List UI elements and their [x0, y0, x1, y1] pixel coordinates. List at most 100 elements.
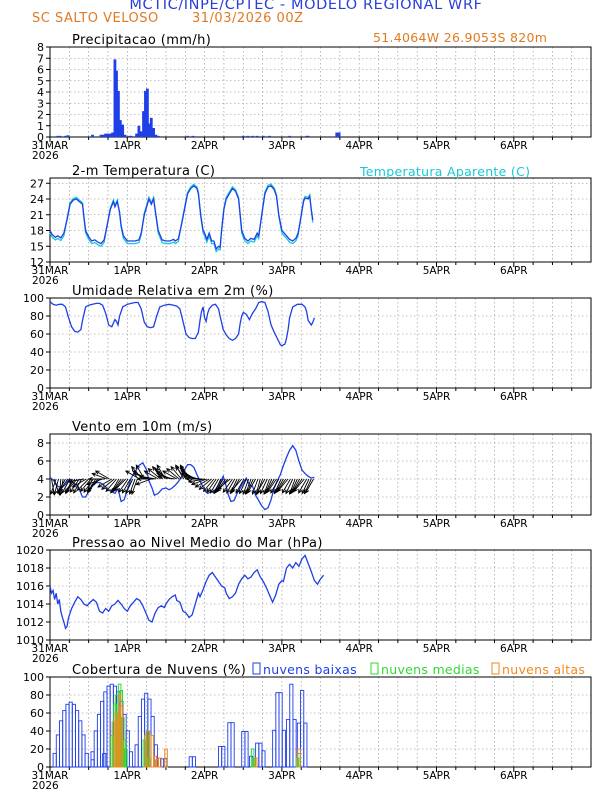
cloud-low-bar [292, 718, 297, 768]
precip-ytick-label: 4 [37, 86, 44, 99]
wind-xtick-label: 31MAR [32, 518, 69, 530]
precip-bar [121, 124, 125, 137]
precip-bar [91, 134, 94, 137]
precip-xtick-label: 6APR [500, 140, 528, 152]
wind-vector-head [87, 476, 93, 482]
precip-bar [191, 135, 195, 137]
wind-vector [191, 478, 208, 485]
wind-vector-head [86, 481, 92, 486]
precip-bar [145, 88, 149, 137]
wind-vector-head [73, 488, 78, 494]
wind-vector-head [83, 488, 88, 493]
press-ytick-label: 1010 [16, 634, 44, 647]
wind-vector [147, 468, 161, 480]
wind-vector-head [251, 490, 256, 495]
wind-vector [252, 478, 259, 495]
precip-bar [241, 135, 245, 137]
clouds-ytick-label: 0 [37, 761, 44, 774]
wind-vector [239, 478, 247, 494]
wind-vector [92, 473, 108, 480]
clouds-xtick-label: 5APR [423, 770, 451, 782]
cloud-low-bar [84, 752, 89, 768]
wind-vector-head [293, 487, 298, 493]
wind-vector [105, 478, 117, 492]
rh-xtick-label: 5APR [423, 391, 451, 403]
wind-vector [136, 478, 152, 485]
precip-bar [268, 135, 271, 137]
wind-vector-head [230, 487, 236, 493]
wind-vector [282, 478, 291, 494]
wind-vector-head [156, 464, 161, 470]
wind-vector [73, 478, 83, 494]
wind-vector-head [165, 468, 171, 473]
wind-vector [217, 478, 231, 490]
cloud-low-bar [90, 759, 95, 768]
wind-vector-head [91, 472, 97, 477]
precip-bar [66, 135, 70, 137]
temp-xtick-label: 31MAR [32, 265, 69, 277]
precip-bar [115, 70, 118, 137]
cloud-high-bar [150, 735, 154, 768]
precip-year-label: 2026 [32, 150, 59, 162]
wind-vector-head [49, 490, 54, 495]
wind-vector-head [183, 474, 189, 479]
wind-vector-head [217, 485, 222, 490]
precip-bar [129, 135, 133, 137]
clouds-ytick-label: 80 [30, 689, 44, 702]
cloud-low-bar [62, 710, 67, 768]
temp-xtick-label: 2APR [191, 265, 219, 277]
clouds-ytick-label: 60 [30, 707, 44, 720]
wind-vector-head [161, 470, 167, 475]
cloud-low-bar [163, 758, 168, 768]
cloud-low-bar [275, 692, 280, 768]
cloud-low-bar [75, 710, 80, 768]
wind-vector [66, 478, 78, 492]
cloud-low-bar [102, 753, 107, 768]
precip-ytick-label: 1 [37, 120, 44, 133]
wind-vector-head [125, 489, 130, 495]
wind-vector [305, 478, 314, 494]
wind-vector-head [53, 490, 58, 496]
precip-bar [108, 133, 112, 137]
precip-bar [142, 111, 145, 137]
station-coords: 51.4064W 26.9053S 820m [373, 30, 548, 45]
wind-vector-head [235, 488, 240, 494]
wind-vector [125, 478, 134, 494]
rh-ytick-label: 40 [30, 346, 44, 359]
rh-panel [46, 297, 592, 393]
wind-vector [235, 478, 245, 494]
wind-vector-head [143, 470, 149, 475]
temp-ytick-label: 24 [30, 193, 44, 206]
wind-ytick-label: 8 [37, 437, 44, 450]
rh-title: Umidade Relativa em 2m (%) [72, 284, 274, 299]
wind-vector [199, 478, 212, 490]
wind-xtick-label: 1APR [114, 518, 142, 530]
cloud-low-bar [106, 685, 111, 768]
temp-year-label: 2026 [32, 275, 59, 287]
precip-bar [104, 133, 108, 137]
press-xtick-label: 2APR [191, 643, 219, 655]
precip-bar [305, 135, 309, 137]
temp-ytick-label: 15 [30, 240, 44, 253]
wind-vector-head [226, 488, 231, 494]
wind-vector-head [259, 489, 264, 495]
rh-ytick-label: 0 [37, 382, 44, 395]
cloud-low-bar [71, 703, 76, 768]
cloud-high-bar [158, 757, 162, 768]
cloud-low-bar [52, 752, 57, 768]
wind-vector [184, 475, 201, 480]
wind-vector-head [71, 483, 77, 488]
precip-bar [156, 135, 160, 137]
rh-series-blue [49, 300, 316, 347]
cloud-low-bar [59, 720, 64, 768]
wind-vector [158, 475, 175, 480]
press-panel [46, 549, 592, 645]
wind-vector [68, 478, 85, 483]
press-ytick-label: 1012 [16, 616, 44, 629]
precip-bar [117, 90, 120, 137]
precip-bar [101, 134, 105, 137]
temp-xtick-label: 6APR [500, 265, 528, 277]
wind-vector-head [157, 474, 163, 479]
wind-vector [129, 478, 136, 495]
